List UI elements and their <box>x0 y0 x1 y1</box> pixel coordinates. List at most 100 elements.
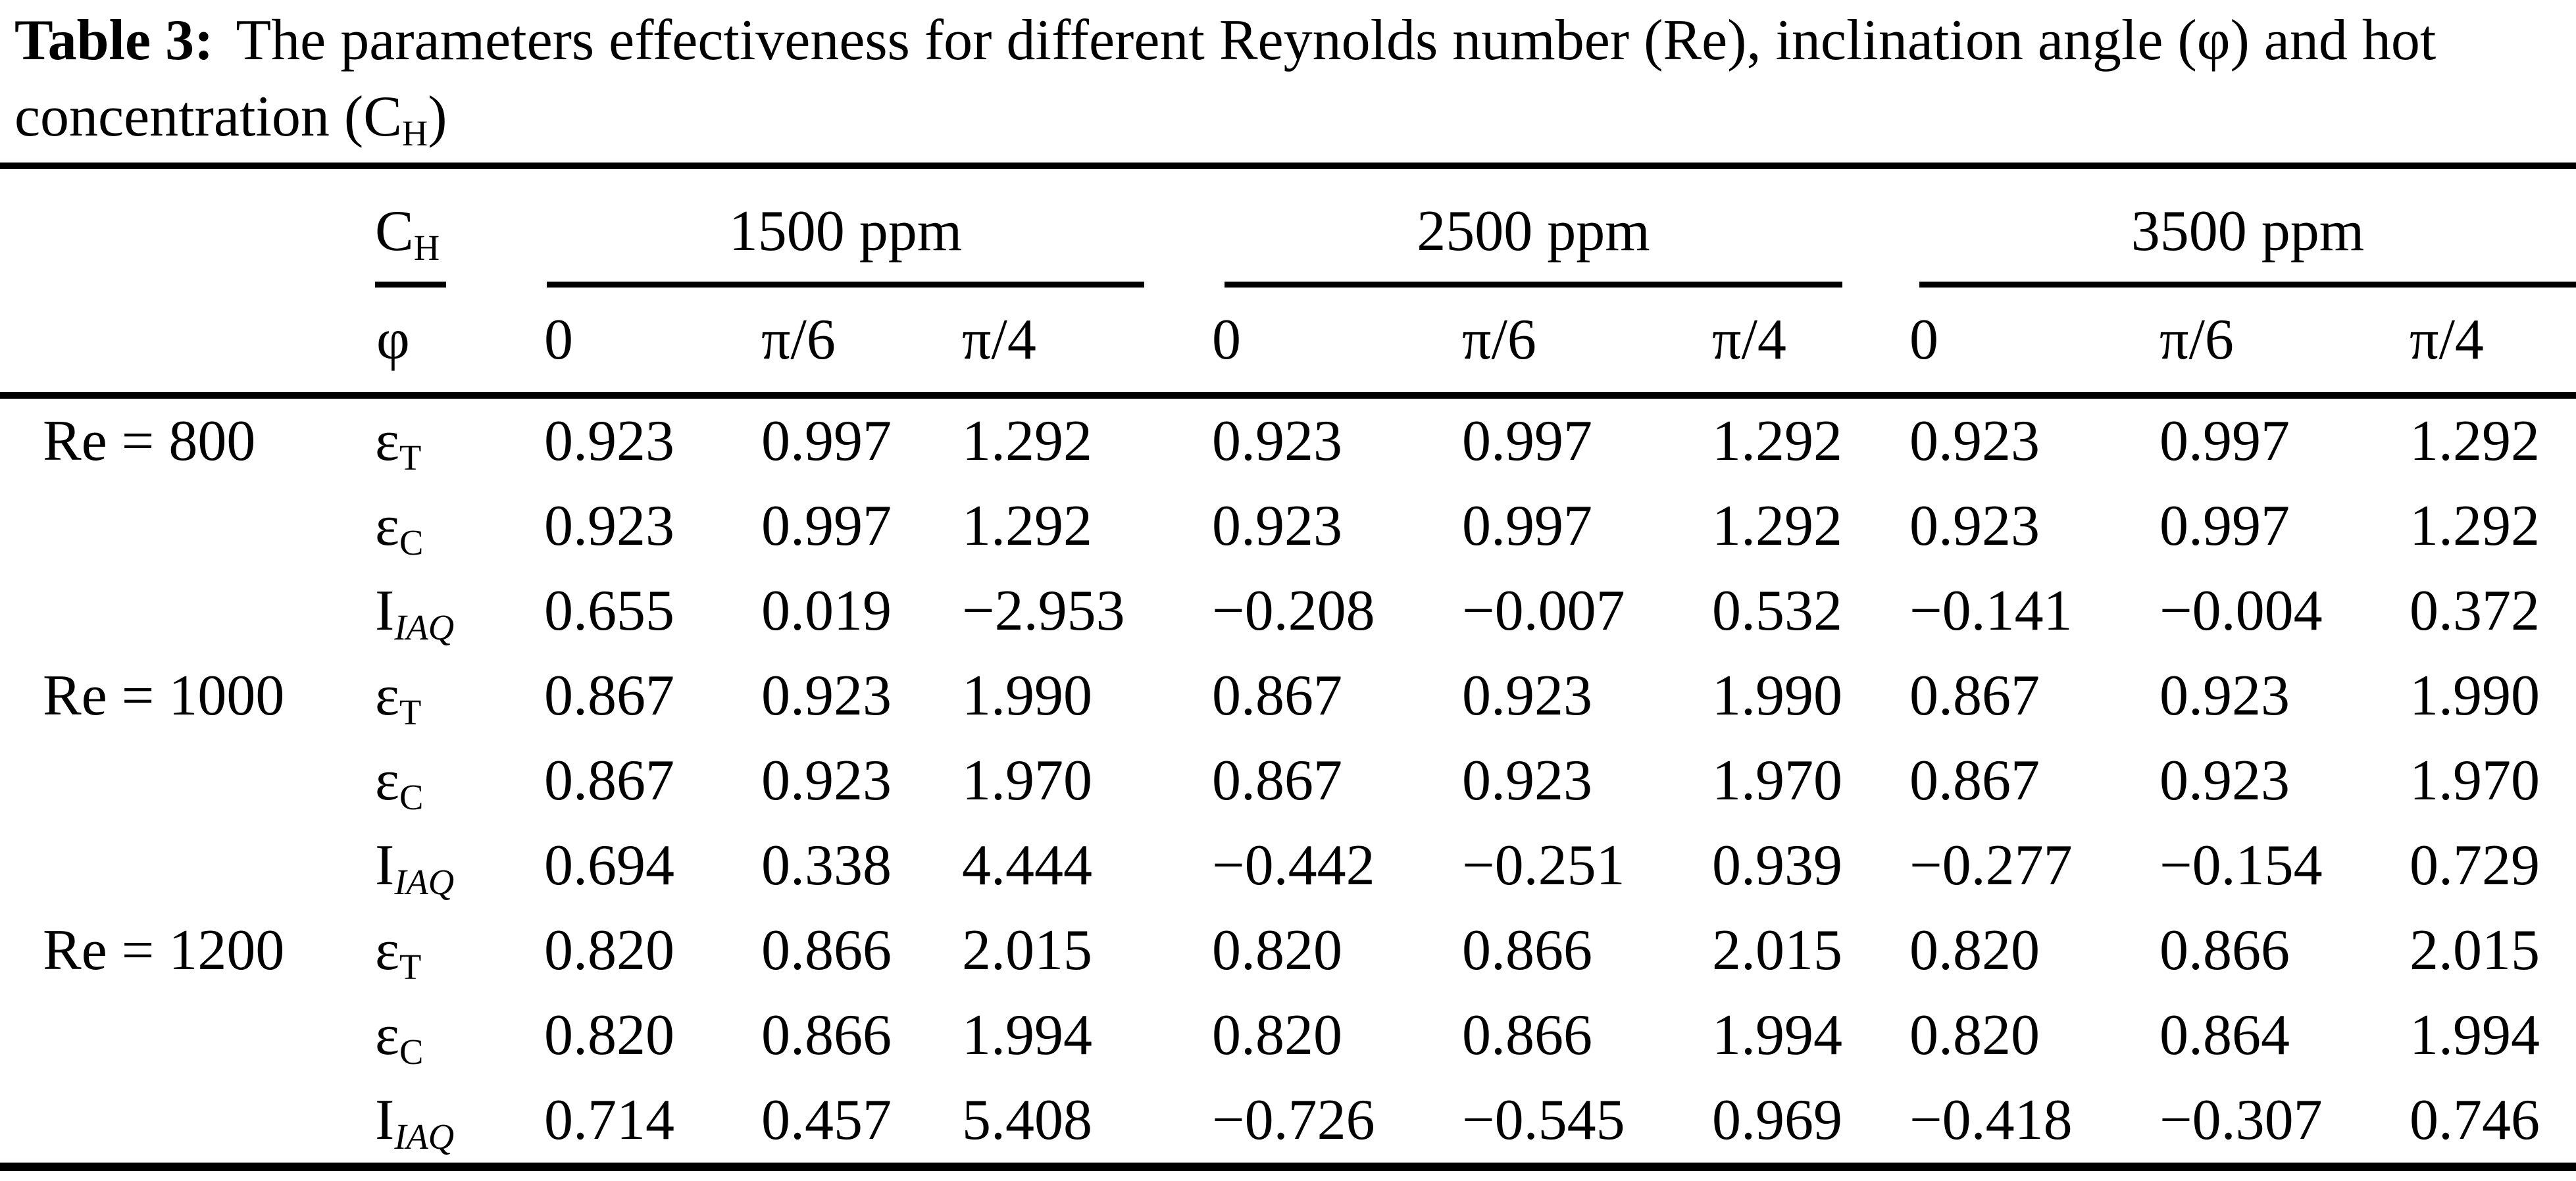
value-cell: 1.292 <box>962 409 1092 473</box>
value-cell: 1.292 <box>962 494 1092 558</box>
param-epsilon-C: εC <box>375 1003 424 1072</box>
value-cell: 1.994 <box>1712 1003 1843 1067</box>
value-cell: 0.923 <box>544 494 674 558</box>
header-spacer <box>0 288 368 395</box>
value-cell: 0.997 <box>2159 409 2290 473</box>
table-row: εC 0.820 0.866 1.994 0.820 0.866 1.994 0… <box>0 993 2576 1078</box>
value-cell: 0.923 <box>1462 664 1593 728</box>
header-group-1500ppm: 1500 ppm <box>540 166 1207 288</box>
value-cell: 0.867 <box>544 664 674 728</box>
value-cell: 0.997 <box>2159 494 2290 558</box>
table-row: εC 0.867 0.923 1.970 0.867 0.923 1.970 0… <box>0 738 2576 823</box>
value-cell: 0.923 <box>1462 749 1593 813</box>
value-cell: 4.444 <box>962 834 1092 897</box>
value-cell: 0.729 <box>2410 834 2540 897</box>
value-cell: 0.923 <box>761 749 892 813</box>
value-cell: 2.015 <box>1712 918 1843 982</box>
value-cell: 0.923 <box>1212 409 1343 473</box>
param-I-IAQ: IIAQ <box>375 1088 455 1157</box>
value-cell: 0.655 <box>544 579 674 643</box>
angle-header: π/4 <box>1712 308 1786 372</box>
angle-header: π/6 <box>2159 308 2234 372</box>
value-cell: 0.457 <box>761 1088 892 1152</box>
value-cell: 5.408 <box>962 1088 1092 1152</box>
value-cell: 0.820 <box>1212 1003 1343 1067</box>
table-row: Re = 1000 εT 0.867 0.923 1.990 0.867 0.9… <box>0 653 2576 738</box>
value-cell: 1.970 <box>962 749 1092 813</box>
param-I-IAQ: IIAQ <box>375 579 455 648</box>
value-cell: 0.820 <box>544 1003 674 1067</box>
value-cell: −0.442 <box>1212 834 1375 897</box>
value-cell: −0.007 <box>1462 579 1625 643</box>
value-cell: 0.714 <box>544 1088 674 1152</box>
parameters-table: CH 1500 ppm 2500 ppm 3500 ppm φ 0 π/6 π/… <box>0 163 2576 1171</box>
group-label-1500: 1500 ppm <box>728 199 963 263</box>
angle-header: π/6 <box>761 308 836 372</box>
value-cell: 2.015 <box>2410 918 2540 982</box>
value-cell: 1.990 <box>2410 664 2540 728</box>
table-caption: Table 3: The parameters effectiveness for… <box>14 3 2571 155</box>
angle-header: π/4 <box>962 308 1036 372</box>
value-cell: 0.923 <box>1909 409 2040 473</box>
value-cell: 0.820 <box>544 918 674 982</box>
value-cell: 1.994 <box>962 1003 1092 1067</box>
table-row: εC 0.923 0.997 1.292 0.923 0.997 1.292 0… <box>0 484 2576 568</box>
group-underline-2500: 2500 ppm <box>1225 198 1843 288</box>
re-label-800: Re = 800 <box>43 409 256 473</box>
value-cell: 0.019 <box>761 579 892 643</box>
value-cell: 1.292 <box>1712 409 1843 473</box>
ch-sub: H <box>413 228 440 268</box>
table-row: IIAQ 0.655 0.019 −2.953 −0.208 −0.007 0.… <box>0 568 2576 653</box>
table-row: Re = 1200 εT 0.820 0.866 2.015 0.820 0.8… <box>0 908 2576 993</box>
value-cell: 0.866 <box>761 918 892 982</box>
value-cell: 0.694 <box>544 834 674 897</box>
value-cell: 0.864 <box>2159 1003 2290 1067</box>
value-cell: 0.997 <box>1462 409 1593 473</box>
param-epsilon-C: εC <box>375 749 424 818</box>
value-cell: 1.970 <box>1712 749 1843 813</box>
value-cell: 0.372 <box>2410 579 2540 643</box>
value-cell: −0.277 <box>1909 834 2073 897</box>
value-cell: 0.866 <box>761 1003 892 1067</box>
value-cell: −0.307 <box>2159 1088 2323 1152</box>
value-cell: −0.208 <box>1212 579 1375 643</box>
value-cell: 0.866 <box>1462 918 1593 982</box>
angle-header: π/6 <box>1462 308 1536 372</box>
value-cell: −0.004 <box>2159 579 2323 643</box>
header-row-concentration: CH 1500 ppm 2500 ppm 3500 ppm <box>0 166 2576 288</box>
value-cell: 0.338 <box>761 834 892 897</box>
table-row: IIAQ 0.714 0.457 5.408 −0.726 −0.545 0.9… <box>0 1078 2576 1167</box>
ch-base: C <box>375 199 414 263</box>
caption-text-1: The parameters effectiveness for differe… <box>236 9 2437 72</box>
value-cell: −0.418 <box>1909 1088 2073 1152</box>
value-cell: 0.820 <box>1909 918 2040 982</box>
value-cell: 1.990 <box>1712 664 1843 728</box>
angle-header: 0 <box>544 308 573 372</box>
value-cell: 0.923 <box>1909 494 2040 558</box>
value-cell: 1.990 <box>962 664 1092 728</box>
value-cell: −2.953 <box>962 579 1125 643</box>
group-underline-3500: 3500 ppm <box>1919 198 2576 288</box>
value-cell: 0.997 <box>761 494 892 558</box>
header-row-angle: φ 0 π/6 π/4 0 π/6 π/4 0 π/6 π/4 <box>0 288 2576 395</box>
value-cell: 1.970 <box>2410 749 2540 813</box>
group-label-2500: 2500 ppm <box>1417 199 1650 263</box>
value-cell: 0.867 <box>1909 749 2040 813</box>
value-cell: 0.820 <box>1212 918 1343 982</box>
param-epsilon-T: εT <box>375 918 422 988</box>
param-epsilon-C: εC <box>375 494 424 563</box>
value-cell: 0.923 <box>1212 494 1343 558</box>
value-cell: 0.746 <box>2410 1088 2540 1152</box>
value-cell: −0.545 <box>1462 1088 1625 1152</box>
caption-text-3: ) <box>428 85 447 149</box>
value-cell: 1.292 <box>2410 409 2540 473</box>
header-phi: φ <box>376 308 410 372</box>
caption-text-2: concentration (C <box>14 85 402 149</box>
table-row: Re = 800 εT 0.923 0.997 1.292 0.923 0.99… <box>0 395 2576 484</box>
value-cell: 0.923 <box>761 664 892 728</box>
value-cell: 0.532 <box>1712 579 1843 643</box>
angle-header: 0 <box>1909 308 1939 372</box>
angle-header: 0 <box>1212 308 1242 372</box>
caption-sub-H: H <box>401 113 428 154</box>
